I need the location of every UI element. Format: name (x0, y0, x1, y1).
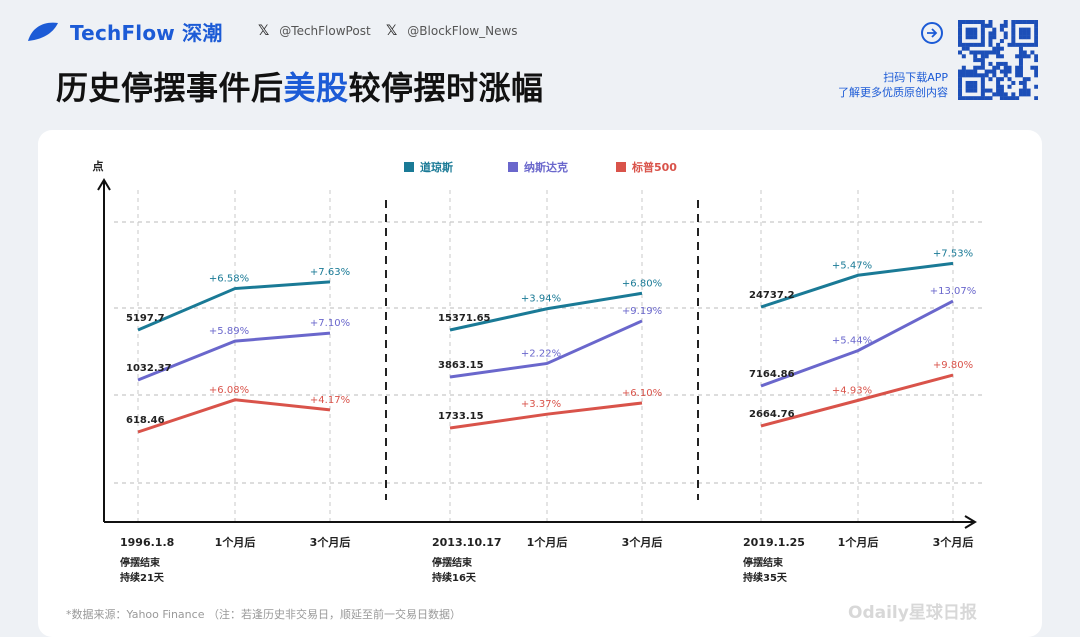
series-line (137, 398, 331, 434)
data-label-percent: +5.47% (832, 260, 872, 271)
data-label-start: 24737.2 (749, 290, 795, 301)
cta-line2: 了解更多优质原创内容 (838, 86, 948, 99)
data-label-percent: +5.44% (832, 336, 872, 347)
series-line (137, 331, 331, 382)
data-label-start: 618.46 (126, 415, 165, 426)
title-prefix: 历史停摆事件后 (56, 69, 284, 107)
data-source-footnote: *数据来源：Yahoo Finance （注：若逢历史非交易日，顺延至前一交易日… (66, 608, 461, 621)
y-axis-arrow (97, 178, 111, 191)
legend-swatch (508, 162, 518, 172)
data-label-percent: +3.94% (521, 294, 561, 305)
data-label-percent: +6.80% (622, 278, 662, 289)
x-axis-arrow (964, 515, 977, 529)
page-title: 历史停摆事件后美股较停摆时涨幅 (56, 63, 544, 109)
data-label-percent: +7.63% (310, 267, 350, 278)
panel-note: 持续16天 (432, 571, 477, 584)
panel-note: 停摆结束 (743, 556, 784, 569)
brand-logo[interactable]: TechFlow 深潮 (26, 17, 223, 46)
title-suffix: 较停摆时涨幅 (348, 69, 544, 107)
data-label-percent: +7.53% (933, 248, 973, 259)
panel-note: 停摆结束 (120, 556, 161, 569)
data-label-percent: +6.10% (622, 388, 662, 399)
data-label-percent: +7.10% (310, 318, 350, 329)
social-link-blockflow-news[interactable]: 𝕏 @BlockFlow_News (386, 23, 518, 39)
data-label-percent: +4.93% (832, 385, 872, 396)
data-label-percent: +9.19% (622, 306, 662, 317)
social-handle: @TechFlowPost (279, 24, 371, 38)
data-label-percent: +13.07% (930, 286, 977, 297)
series-line (449, 319, 643, 379)
legend-label: 标普500 (631, 160, 677, 174)
data-label-start: 5197.7 (126, 313, 165, 324)
series-line (760, 261, 954, 309)
data-label-percent: +6.08% (209, 385, 249, 396)
data-label-percent: +5.89% (209, 326, 249, 337)
series-line (449, 291, 643, 332)
x-logo-icon: 𝕏 (258, 23, 270, 39)
chart-canvas: 点 道琼斯 纳斯达克 标普500 5197.7 +6.58% +7.63% 1032.37 +5… (93, 159, 982, 584)
x-tick-label: 1个月后 (215, 535, 256, 549)
download-cta: 扫码下载APP 了解更多优质原创内容 (838, 70, 948, 100)
qr-code-icon[interactable] (958, 20, 1038, 100)
data-label-percent: +3.37% (521, 399, 561, 410)
data-label-percent: +2.22% (521, 348, 561, 359)
data-label-start: 2664.76 (749, 409, 795, 420)
data-label-start: 15371.65 (438, 313, 491, 324)
panel-note: 停摆结束 (432, 556, 473, 569)
data-label-start: 1032.37 (126, 363, 172, 374)
legend-label: 道琼斯 (420, 160, 453, 174)
x-tick-label: 2013.10.17 (432, 536, 502, 549)
data-label-start: 7164.86 (749, 369, 795, 380)
series-line (760, 373, 954, 428)
data-label-start: 3863.15 (438, 360, 484, 371)
x-tick-label: 1个月后 (838, 535, 879, 549)
y-axis-label: 点 (93, 159, 104, 173)
social-handle: @BlockFlow_News (407, 24, 518, 38)
techflow-logo-icon (28, 22, 58, 41)
watermark: Odaily星球日报 (848, 603, 977, 623)
panel-note: 持续21天 (120, 571, 165, 584)
data-label-percent: +4.17% (310, 395, 350, 406)
series-line (137, 280, 331, 332)
x-tick-label: 3个月后 (310, 535, 351, 549)
data-label-percent: +6.58% (209, 274, 249, 285)
legend-label: 纳斯达克 (524, 160, 568, 174)
x-tick-label: 1个月后 (527, 535, 568, 549)
data-label-start: 1733.15 (438, 411, 484, 422)
chart-card: 点 道琼斯 纳斯达克 标普500 5197.7 +6.58% +7.63% 1032.37 +5… (38, 130, 1042, 637)
data-label-percent: +9.80% (933, 360, 973, 371)
legend-swatch (404, 162, 414, 172)
x-tick-label: 3个月后 (622, 535, 663, 549)
title-highlight: 美股 (283, 69, 349, 107)
arrow-right-icon[interactable] (921, 22, 943, 44)
brand-name: TechFlow 深潮 (70, 21, 223, 45)
legend-swatch (616, 162, 626, 172)
series-line (760, 299, 954, 388)
x-tick-label: 1996.1.8 (120, 536, 174, 549)
panel-note: 持续35天 (743, 571, 788, 584)
series-line (449, 401, 643, 430)
page-header: TechFlow 深潮 𝕏 @TechFlowPost 𝕏 @BlockFlow… (0, 0, 1080, 125)
x-tick-label: 3个月后 (933, 535, 974, 549)
social-link-techflowpost[interactable]: 𝕏 @TechFlowPost (258, 23, 371, 39)
cta-line1: 扫码下载APP (883, 71, 948, 84)
x-logo-icon: 𝕏 (386, 23, 398, 39)
x-tick-label: 2019.1.25 (743, 536, 805, 549)
